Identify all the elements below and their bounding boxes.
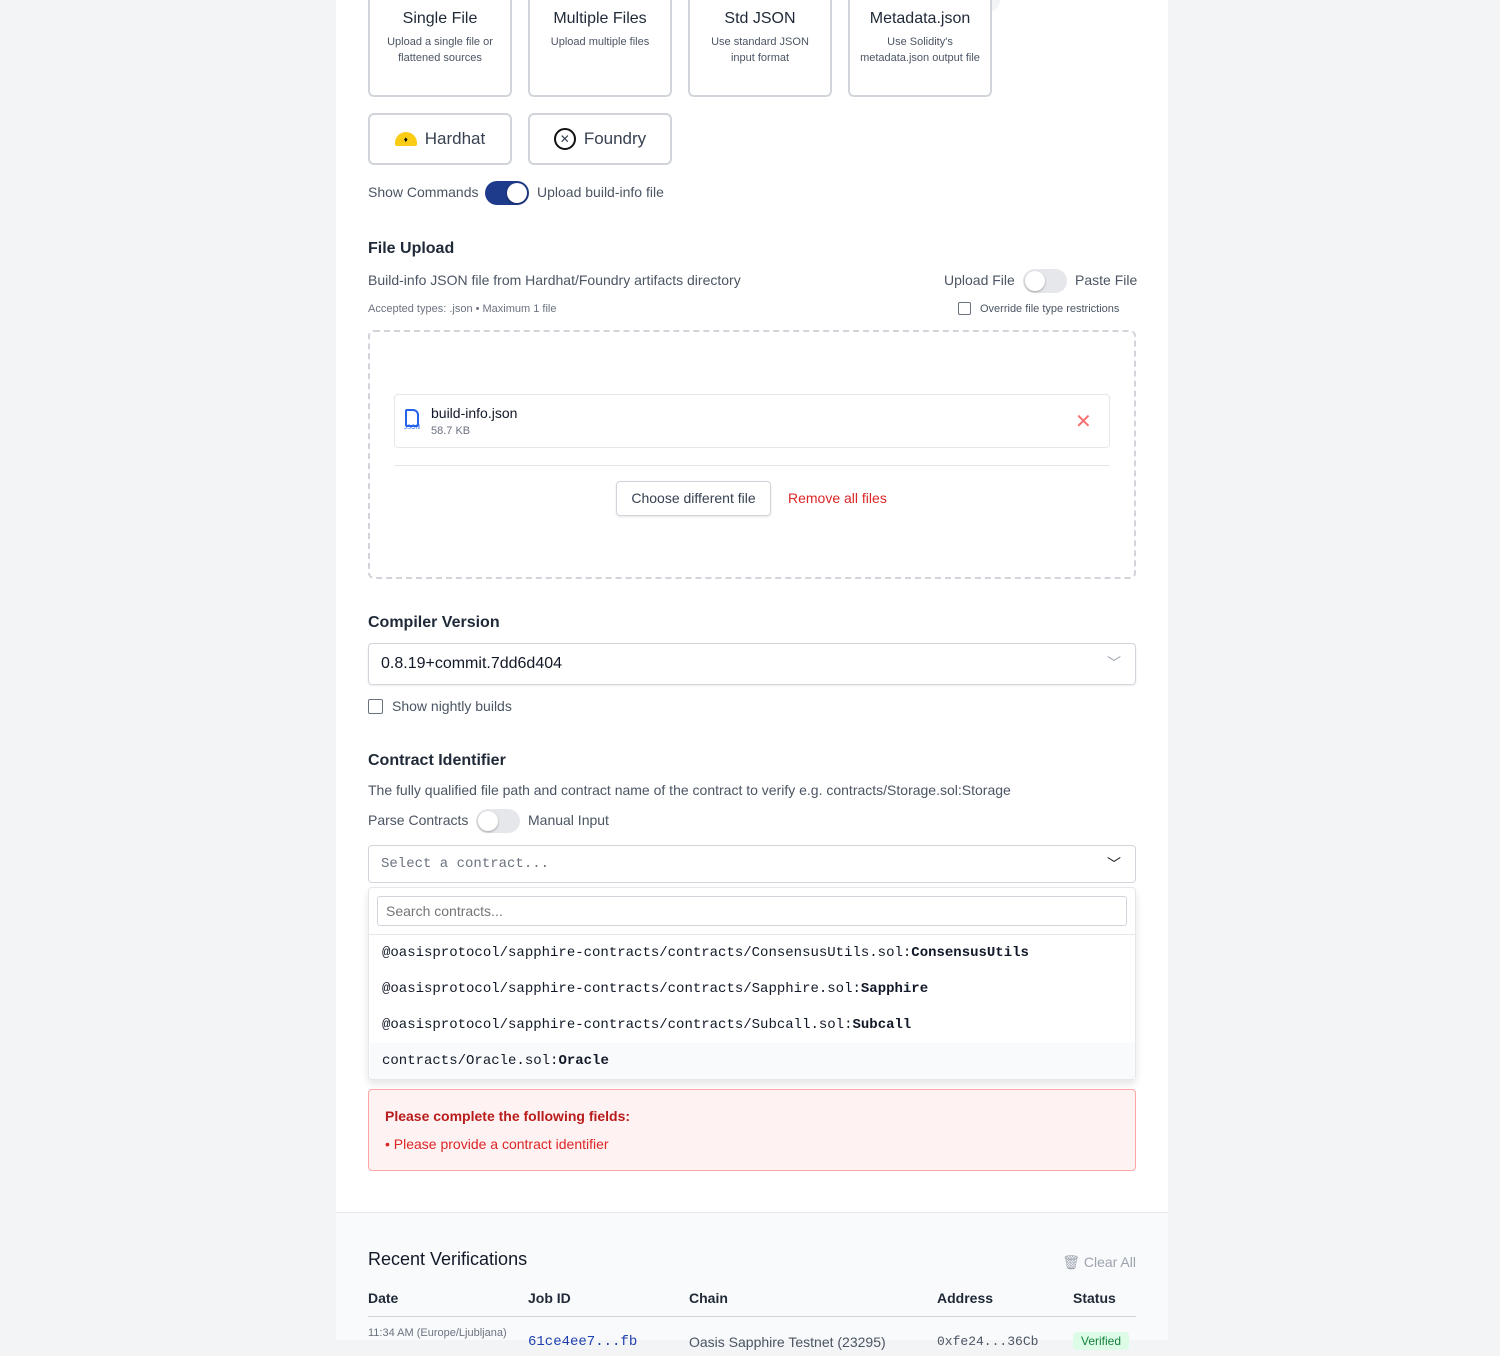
override-label: Override file type restrictions	[980, 303, 1120, 315]
search-contracts-input[interactable]	[377, 896, 1127, 926]
method-desc: Use Solidity's metadata.json output file	[860, 36, 980, 64]
error-item: • Please provide a contract identifier	[385, 1136, 609, 1152]
method-desc: Upload a single file or flattened source…	[387, 36, 493, 64]
option-path: @oasisprotocol/sapphire-contracts/contra…	[382, 945, 912, 961]
contract-identifier-desc: The fully qualified file path and contra…	[368, 782, 1011, 798]
manual-input-label: Manual Input	[528, 812, 609, 828]
foundry-icon: ✕	[553, 128, 576, 150]
accepted-types: Accepted types: .json • Maximum 1 file	[368, 303, 557, 315]
divider	[394, 465, 1110, 466]
upload-build-info-label: Upload build-info file	[537, 184, 664, 200]
contract-identifier-title: Contract Identifier	[368, 752, 506, 769]
framework-foundry[interactable]: ✕ Foundry	[528, 113, 672, 165]
contract-option[interactable]: @oasisprotocol/sapphire-contracts/contra…	[370, 1007, 1135, 1043]
clear-all-button[interactable]: 🗑 Clear All	[1062, 1254, 1136, 1271]
override-checkbox[interactable]	[958, 302, 971, 315]
column-job-id: Job ID	[528, 1290, 571, 1306]
remove-all-files-button[interactable]: Remove all files	[788, 490, 887, 506]
row-job-link[interactable]: 61ce4ee7...fb	[528, 1334, 638, 1350]
table-row: 11:34 AM (Europe/Ljubljana) 61ce4ee7...f…	[368, 1326, 1136, 1356]
option-name: Subcall	[852, 1017, 912, 1033]
chevron-down-icon: ﹀	[1107, 856, 1121, 872]
contract-select[interactable]: Select a contract... ﹀	[368, 845, 1136, 883]
row-address: 0xfe24...36Cb	[937, 1334, 1039, 1349]
method-title: Single File	[402, 10, 478, 27]
method-std-json[interactable]: Std JSON Use standard JSON input format	[688, 0, 832, 97]
file-name: build-info.json	[431, 405, 518, 421]
method-metadata-json[interactable]: Metadata.json Use Solidity's metadata.jso…	[848, 0, 992, 97]
contract-option[interactable]: @oasisprotocol/sapphire-contracts/contra…	[370, 935, 1135, 971]
option-path: @oasisprotocol/sapphire-contracts/contra…	[382, 981, 861, 997]
method-multiple-files[interactable]: Multiple Files Upload multiple files	[528, 0, 672, 97]
column-address: Address	[937, 1290, 994, 1306]
json-file-icon	[405, 409, 419, 427]
clear-all-label: Clear All	[1083, 1254, 1136, 1270]
option-path: @oasisprotocol/sapphire-contracts/contra…	[382, 1017, 853, 1033]
contract-dropdown: @oasisprotocol/sapphire-contracts/contra…	[368, 887, 1136, 1080]
contract-option[interactable]: contracts/Oracle.sol:Oracle	[370, 1043, 1135, 1079]
column-chain: Chain	[689, 1290, 728, 1306]
framework-label: Hardhat	[424, 129, 486, 148]
compiler-version-value: 0.8.19+commit.7dd6d404	[381, 655, 563, 672]
column-date: Date	[368, 1290, 399, 1306]
paste-mode-toggle[interactable]	[1023, 269, 1067, 293]
dropzone[interactable]: JSON build-info.json 58.7 KB ✕ Choose di…	[368, 330, 1136, 579]
nightly-builds-label: Show nightly builds	[392, 698, 512, 714]
commands-toggle[interactable]	[485, 181, 529, 205]
recent-verifications-title: Recent Verifications	[368, 1249, 528, 1269]
option-name: ConsensusUtils	[911, 945, 1029, 961]
recent-verifications: Recent Verifications 🗑 Clear All Date Jo…	[336, 1212, 1168, 1350]
file-upload-desc: Build-info JSON file from Hardhat/Foundr…	[368, 272, 741, 288]
compiler-version-select[interactable]: 0.8.19+commit.7dd6d404 ﹀	[368, 643, 1136, 685]
remove-file-icon[interactable]: ✕	[1075, 411, 1092, 433]
method-title: Multiple Files	[553, 10, 647, 27]
option-path: contracts/Oracle.sol:	[382, 1053, 559, 1069]
file-item: JSON build-info.json 58.7 KB ✕	[394, 394, 1110, 448]
choose-different-file-button[interactable]: Choose different file	[616, 481, 771, 516]
contract-option[interactable]: @oasisprotocol/sapphire-contracts/contra…	[370, 971, 1135, 1007]
column-status: Status	[1073, 1290, 1116, 1306]
manual-input-toggle[interactable]	[476, 809, 520, 833]
method-desc: Upload multiple files	[550, 36, 650, 48]
file-icon-label: JSON	[404, 425, 421, 431]
trash-icon: 🗑	[1062, 1254, 1084, 1270]
error-title: Please complete the following fields:	[385, 1108, 631, 1124]
file-size: 58.7 KB	[431, 425, 471, 437]
parse-contracts-label: Parse Contracts	[368, 812, 469, 828]
nightly-builds-checkbox[interactable]	[368, 699, 383, 714]
show-commands-label: Show Commands	[368, 184, 479, 200]
option-name: Sapphire	[860, 981, 929, 997]
paste-file-label: Paste File	[1075, 272, 1138, 288]
method-title: Metadata.json	[869, 10, 971, 27]
method-desc: Use standard JSON input format	[711, 36, 809, 64]
contract-select-placeholder: Select a contract...	[381, 856, 550, 872]
framework-hardhat[interactable]: ♦ Hardhat	[368, 113, 512, 165]
divider	[369, 934, 1135, 935]
method-title: Std JSON	[724, 10, 796, 27]
upload-file-label: Upload File	[944, 272, 1015, 288]
method-single-file[interactable]: Single File Upload a single file or flatt…	[368, 0, 512, 97]
validation-error-alert: Please complete the following fields: • …	[368, 1089, 1136, 1171]
file-upload-title: File Upload	[368, 240, 455, 257]
option-name: Oracle	[558, 1053, 609, 1069]
compiler-version-title: Compiler Version	[368, 614, 500, 631]
status-badge: Verified	[1073, 1332, 1130, 1350]
row-date: 11:34 AM (Europe/Ljubljana)	[368, 1327, 507, 1339]
hardhat-icon: ♦	[394, 132, 417, 146]
row-chain: Oasis Sapphire Testnet (23295)	[689, 1334, 886, 1350]
divider	[368, 1316, 1136, 1317]
chevron-down-icon: ﹀	[1107, 655, 1121, 671]
framework-label: Foundry	[583, 129, 647, 148]
